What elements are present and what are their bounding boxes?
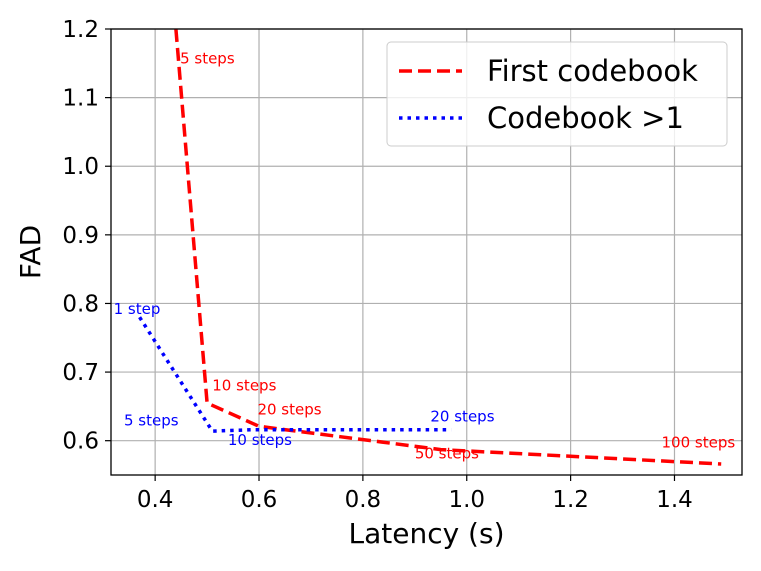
x-tick-label: 1.4 [656,487,693,513]
legend-frame [386,41,728,147]
legend-label-codebook-gt1: Codebook >1 [487,101,684,135]
legend-label-first-codebook: First codebook [487,54,698,88]
y-tick-label: 0.9 [62,223,99,249]
data-label: 20 steps [430,407,494,425]
y-tick-label: 1.2 [62,17,99,43]
data-label: 100 steps [662,434,736,452]
data-label: 5 steps [180,49,235,67]
data-label: 20 steps [257,401,321,419]
series-layer [138,28,722,466]
x-tick-label: 1.0 [448,487,485,513]
series-line-codebook-gt1 [138,316,452,433]
data-label: 50 steps [415,445,479,463]
x-tick-label: 1.2 [552,487,589,513]
y-tick-label: 1.0 [62,154,99,180]
annotations: 5 steps 10 steps 20 steps 50 steps 100 steps… [114,49,736,462]
y-tick-label: 0.6 [62,429,99,455]
x-tick-label: 0.4 [137,487,174,513]
y-axis-title: FAD [14,225,47,279]
y-tick-label: 1.1 [62,86,99,112]
y-tick-label: 0.7 [62,360,99,386]
x-axis: 0.4 0.6 0.8 1.0 1.2 1.4 [137,475,693,513]
y-axis: 0.6 0.7 0.8 0.9 1.0 1.1 1.2 [62,17,111,455]
x-tick-label: 0.8 [345,487,382,513]
x-tick-label: 0.6 [241,487,278,513]
data-label: 1 step [114,300,161,318]
legend: First codebook Codebook >1 [386,41,728,147]
data-label: 10 steps [228,431,292,449]
plot-area-frame [110,28,743,476]
y-tick-label: 0.8 [62,291,99,317]
data-label: 10 steps [212,377,276,395]
series-line-first-codebook [174,28,722,466]
grid [111,28,742,475]
data-label: 5 steps [124,412,179,430]
x-axis-title: Latency (s) [348,517,504,550]
